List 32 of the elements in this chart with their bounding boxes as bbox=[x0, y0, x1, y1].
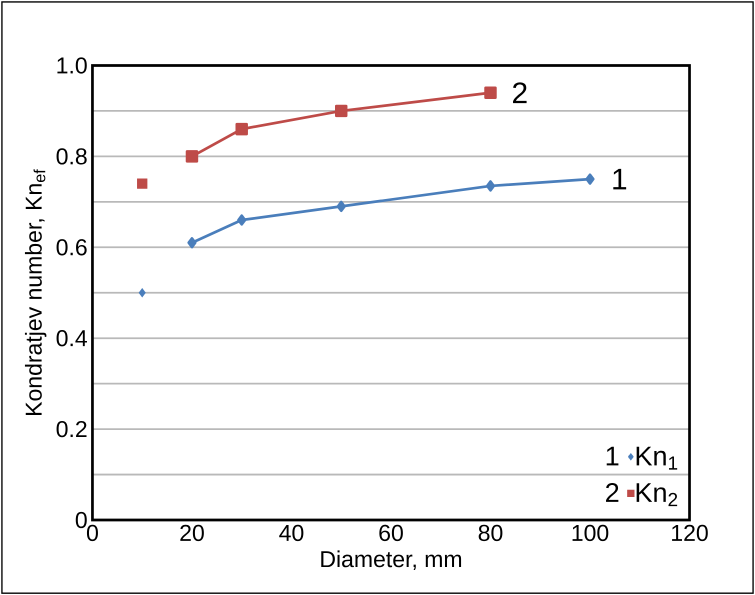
x-tick-label: 40 bbox=[279, 524, 304, 542]
point bbox=[235, 122, 248, 136]
x-axis-title: Diameter, mm bbox=[321, 550, 462, 570]
legend-label: Kn$_{2}$ bbox=[636, 483, 678, 506]
point bbox=[484, 86, 497, 99]
y-tick-label: 0.6 bbox=[56, 239, 87, 256]
annotation: 1 bbox=[613, 168, 626, 190]
point bbox=[138, 288, 146, 298]
x-tick-label: 60 bbox=[379, 524, 403, 542]
point bbox=[336, 200, 346, 212]
point bbox=[186, 150, 198, 163]
y-tick-label: 1.0 bbox=[57, 57, 87, 74]
point bbox=[335, 104, 348, 118]
text: 1 bbox=[606, 446, 618, 466]
y-tick-label: 0.8 bbox=[56, 148, 87, 164]
point bbox=[585, 173, 595, 185]
point bbox=[486, 180, 496, 192]
x-tick-label: 120 bbox=[672, 524, 708, 542]
legend-label: Kn$_{1}$ bbox=[636, 446, 678, 470]
y-tick-label: 0.2 bbox=[56, 420, 87, 438]
x-tick-label: 80 bbox=[478, 524, 502, 542]
annotation: 2 bbox=[513, 82, 527, 104]
y-axis-title: Kondratjev number, Kn$_{ef}$ bbox=[24, 169, 46, 415]
y-tick-label: 0 bbox=[76, 512, 87, 528]
point bbox=[137, 178, 148, 189]
y-tick-label: 0.4 bbox=[56, 330, 87, 346]
text: 2 bbox=[606, 482, 618, 502]
x-tick-label: 20 bbox=[180, 524, 204, 542]
point bbox=[237, 214, 246, 226]
x-tick-label: 100 bbox=[572, 524, 608, 542]
point bbox=[187, 236, 197, 248]
x-tick-label: 0 bbox=[86, 524, 98, 542]
